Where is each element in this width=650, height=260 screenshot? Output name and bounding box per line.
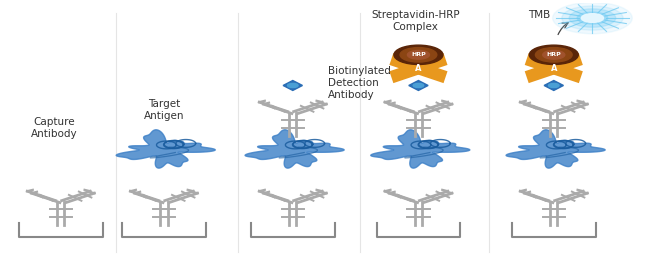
Text: Streptavidin-HRP
Complex: Streptavidin-HRP Complex xyxy=(371,10,460,32)
Polygon shape xyxy=(370,130,470,168)
Polygon shape xyxy=(506,130,605,168)
Circle shape xyxy=(549,83,559,88)
Polygon shape xyxy=(544,81,564,90)
Text: Target
Antigen: Target Antigen xyxy=(144,100,184,121)
Circle shape xyxy=(413,83,424,88)
Circle shape xyxy=(529,45,578,64)
Text: HRP: HRP xyxy=(547,52,561,57)
Polygon shape xyxy=(245,130,344,168)
Polygon shape xyxy=(116,130,215,168)
Text: A: A xyxy=(415,64,422,73)
Circle shape xyxy=(408,50,430,59)
Circle shape xyxy=(287,83,298,88)
Circle shape xyxy=(394,45,443,64)
Polygon shape xyxy=(409,81,428,90)
Circle shape xyxy=(552,2,632,34)
Circle shape xyxy=(536,48,572,62)
Text: HRP: HRP xyxy=(411,52,426,57)
Circle shape xyxy=(569,9,616,27)
Text: Capture
Antibody: Capture Antibody xyxy=(31,117,77,139)
Text: A: A xyxy=(551,64,557,73)
Circle shape xyxy=(577,12,608,24)
Text: TMB: TMB xyxy=(528,10,551,21)
Circle shape xyxy=(400,48,437,62)
Text: Biotinylated
Detection
Antibody: Biotinylated Detection Antibody xyxy=(328,66,391,100)
Polygon shape xyxy=(283,81,302,90)
Circle shape xyxy=(581,14,603,22)
Circle shape xyxy=(543,50,565,59)
Circle shape xyxy=(562,6,623,30)
